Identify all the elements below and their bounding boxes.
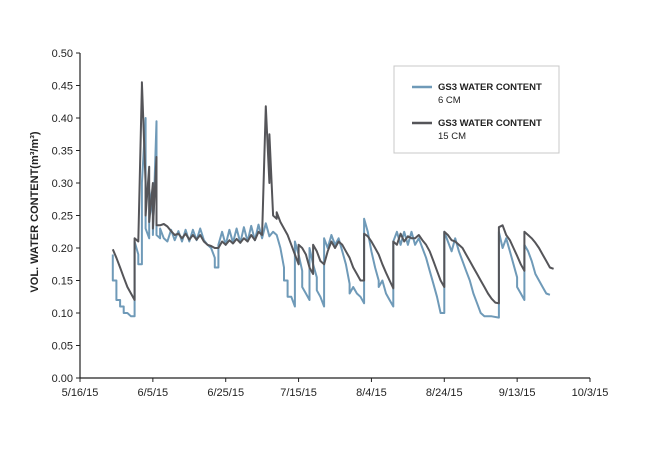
y-tick-label: 0.15 — [52, 276, 73, 288]
x-tick-label: 8/24/15 — [426, 387, 463, 399]
series-line-6cm — [111, 117, 551, 319]
x-tick-label: 6/25/15 — [207, 387, 244, 399]
y-tick-label: 0.25 — [52, 211, 73, 223]
y-tick-label: 0.20 — [52, 243, 73, 255]
x-tick-label: 8/4/15 — [356, 387, 387, 399]
legend-box — [393, 65, 560, 154]
x-tick-label: 9/13/15 — [499, 387, 536, 399]
y-tick-label: 0.30 — [52, 178, 73, 190]
series-lines — [111, 81, 554, 319]
x-tick-label: 7/15/15 — [280, 387, 317, 399]
legend-label-15cm-line2: 15 CM — [438, 131, 466, 142]
x-tick-label: 5/16/15 — [62, 387, 99, 399]
y-tick-label: 0.35 — [52, 146, 73, 158]
y-tick-label: 0.00 — [52, 373, 73, 385]
x-tick-label: 6/5/15 — [138, 387, 169, 399]
y-tick-label: 0.40 — [52, 113, 73, 125]
tick-marks: 0.00 0.05 0.10 0.15 0.20 0.25 0.30 0.35 0.40 0.45… — [52, 48, 609, 399]
y-tick-label: 0.05 — [52, 341, 73, 353]
legend: GS3 WATER CONTENT 6 CM GS3 WATER CONTENT… — [393, 65, 560, 154]
y-tick-label: 0.50 — [52, 48, 73, 60]
series-line-15cm — [111, 81, 554, 305]
legend-label-6cm-line2: 6 CM — [438, 95, 461, 106]
y-tick-label: 0.10 — [52, 308, 73, 320]
y-tick-label: 0.45 — [52, 81, 73, 93]
x-tick-label: 10/3/15 — [572, 387, 609, 399]
legend-label-6cm-line1: GS3 WATER CONTENT — [438, 82, 542, 93]
legend-label-15cm-line1: GS3 WATER CONTENT — [438, 118, 542, 129]
y-axis-title: VOL. WATER CONTENT(m³/m³) — [29, 131, 41, 292]
